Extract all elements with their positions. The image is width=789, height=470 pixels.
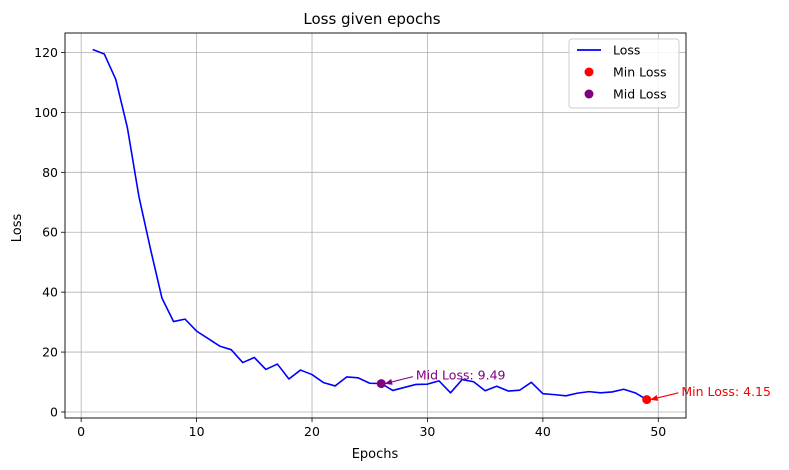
annotations-layer: Mid Loss: 9.49 Min Loss: 4.15	[384, 368, 771, 401]
legend-box	[568, 38, 680, 109]
legend-swatch-dot	[584, 89, 594, 99]
annotation-arrow	[384, 376, 414, 385]
chart-title: Loss given epochs	[303, 10, 440, 28]
annotation-label: Mid Loss: 9.49	[416, 368, 506, 383]
y-tick-label: 0	[50, 405, 58, 420]
x-tick-label: 0	[77, 424, 85, 439]
plot-frame	[64, 32, 687, 419]
loss-line	[92, 48, 648, 401]
x-tick-label: 10	[189, 424, 205, 439]
y-axis-ticks: 0 20 40 60 80 100 120	[34, 45, 65, 420]
x-tick-label: 40	[535, 424, 551, 439]
x-axis-ticks: 0 10 20 30 40 50	[77, 418, 666, 439]
legend-entry-label: Min Loss	[613, 65, 667, 80]
min-loss-point	[642, 395, 652, 405]
x-axis-label: Epochs	[352, 447, 399, 462]
annotation-arrow	[650, 392, 679, 401]
legend-entry-label: Mid Loss	[613, 87, 667, 102]
y-tick-label: 20	[42, 345, 58, 360]
y-tick-label: 120	[34, 45, 58, 60]
y-tick-label: 60	[42, 225, 58, 240]
points-layer	[376, 379, 652, 405]
y-tick-label: 40	[42, 285, 58, 300]
legend: Loss Min Loss Mid Loss	[568, 38, 680, 109]
legend-swatch-dot	[584, 67, 594, 77]
series-layer	[92, 48, 648, 401]
y-tick-label: 80	[42, 165, 58, 180]
y-tick-label: 100	[34, 105, 58, 120]
annotation-label: Min Loss: 4.15	[681, 384, 771, 399]
x-tick-label: 50	[650, 424, 666, 439]
x-tick-label: 30	[419, 424, 435, 439]
y-axis-label: Loss	[10, 214, 25, 243]
x-tick-label: 20	[304, 424, 320, 439]
mid-loss-point	[376, 379, 386, 389]
legend-entry-label: Loss	[613, 43, 640, 58]
